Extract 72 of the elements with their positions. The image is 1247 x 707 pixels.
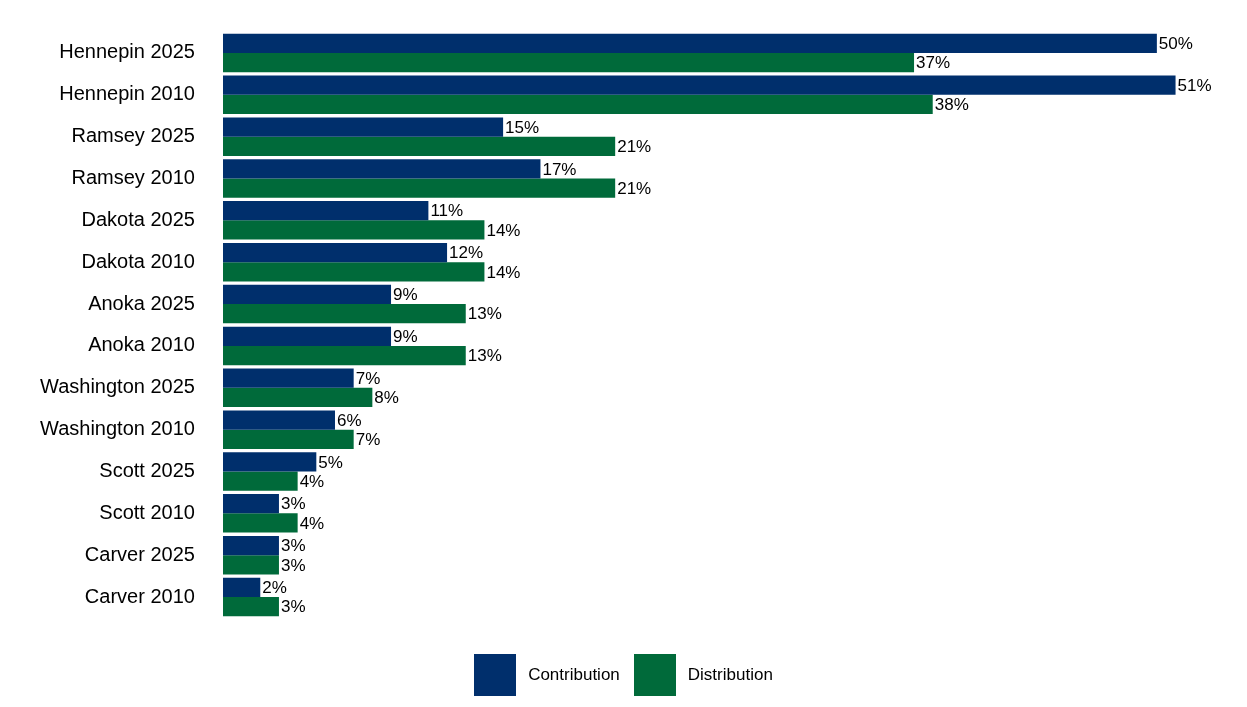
bar xyxy=(222,410,335,430)
y-tick-label: Anoka 2010 xyxy=(88,333,195,356)
data-label: 50% xyxy=(1158,33,1193,53)
bar xyxy=(222,326,392,346)
data-label: 21% xyxy=(617,178,652,198)
data-label: 15% xyxy=(505,117,540,137)
bar xyxy=(222,513,298,533)
data-label: 6% xyxy=(337,410,362,430)
data-label: 37% xyxy=(916,53,951,73)
data-label: 2% xyxy=(262,578,287,598)
data-label: 5% xyxy=(318,452,343,472)
bar xyxy=(222,136,616,156)
bar xyxy=(222,387,373,408)
bar xyxy=(222,535,279,556)
data-label: 3% xyxy=(280,555,306,575)
bar xyxy=(222,368,354,388)
bar xyxy=(222,597,279,617)
bar xyxy=(222,75,1176,95)
bar xyxy=(222,471,298,491)
y-tick-label: Dakota 2025 xyxy=(81,207,195,230)
y-tick-label: Ramsey 2025 xyxy=(71,124,195,147)
data-label: 3% xyxy=(280,494,306,514)
data-label: 9% xyxy=(393,326,418,346)
data-label: 38% xyxy=(934,95,969,115)
bar xyxy=(222,33,1157,53)
data-label: 11% xyxy=(430,201,464,221)
y-tick-label: Scott 2010 xyxy=(99,500,195,523)
data-label: 3% xyxy=(280,536,306,556)
y-tick-label: Hennepin 2010 xyxy=(59,82,195,105)
bar xyxy=(222,201,429,221)
text: Distribution xyxy=(687,665,773,685)
y-tick-label: Carver 2010 xyxy=(84,584,195,607)
bar xyxy=(222,159,541,179)
data-label: 17% xyxy=(542,159,577,179)
y-tick-label: Washington 2025 xyxy=(40,375,195,398)
data-label: 13% xyxy=(467,346,502,366)
bar xyxy=(222,178,616,198)
data-label: 8% xyxy=(374,388,399,408)
data-label: 7% xyxy=(355,429,381,449)
bar xyxy=(222,52,915,73)
bar xyxy=(222,94,933,115)
data-label: 13% xyxy=(467,304,502,324)
y-tick-label: Ramsey 2010 xyxy=(71,166,195,189)
y-tick-label: Dakota 2010 xyxy=(81,249,195,272)
data-label: 4% xyxy=(299,471,325,491)
bar xyxy=(222,284,392,305)
bar xyxy=(222,452,317,472)
data-label: 7% xyxy=(355,368,381,388)
bar xyxy=(222,494,279,514)
y-tick-label: Scott 2025 xyxy=(99,459,195,482)
bar xyxy=(222,242,448,263)
y-tick-label: Hennepin 2025 xyxy=(59,40,195,63)
bar xyxy=(222,220,485,240)
bar xyxy=(222,262,485,282)
y-tick-label: Washington 2010 xyxy=(40,417,195,440)
y-tick-label: Anoka 2025 xyxy=(88,291,195,314)
data-label: 3% xyxy=(280,597,306,617)
data-label: 51% xyxy=(1177,75,1212,95)
data-label: 14% xyxy=(486,262,521,282)
bar xyxy=(222,117,504,137)
data-label: 14% xyxy=(486,220,521,240)
data-label: 9% xyxy=(393,285,418,305)
bar xyxy=(222,429,354,449)
text: Contribution xyxy=(528,665,620,685)
bar xyxy=(222,304,466,324)
bar xyxy=(222,555,279,575)
data-label: 12% xyxy=(449,243,484,263)
bar xyxy=(222,345,466,366)
y-tick-label: Carver 2025 xyxy=(84,542,195,565)
data-label: 21% xyxy=(617,136,652,156)
data-label: 4% xyxy=(299,513,325,533)
bar xyxy=(222,577,261,598)
